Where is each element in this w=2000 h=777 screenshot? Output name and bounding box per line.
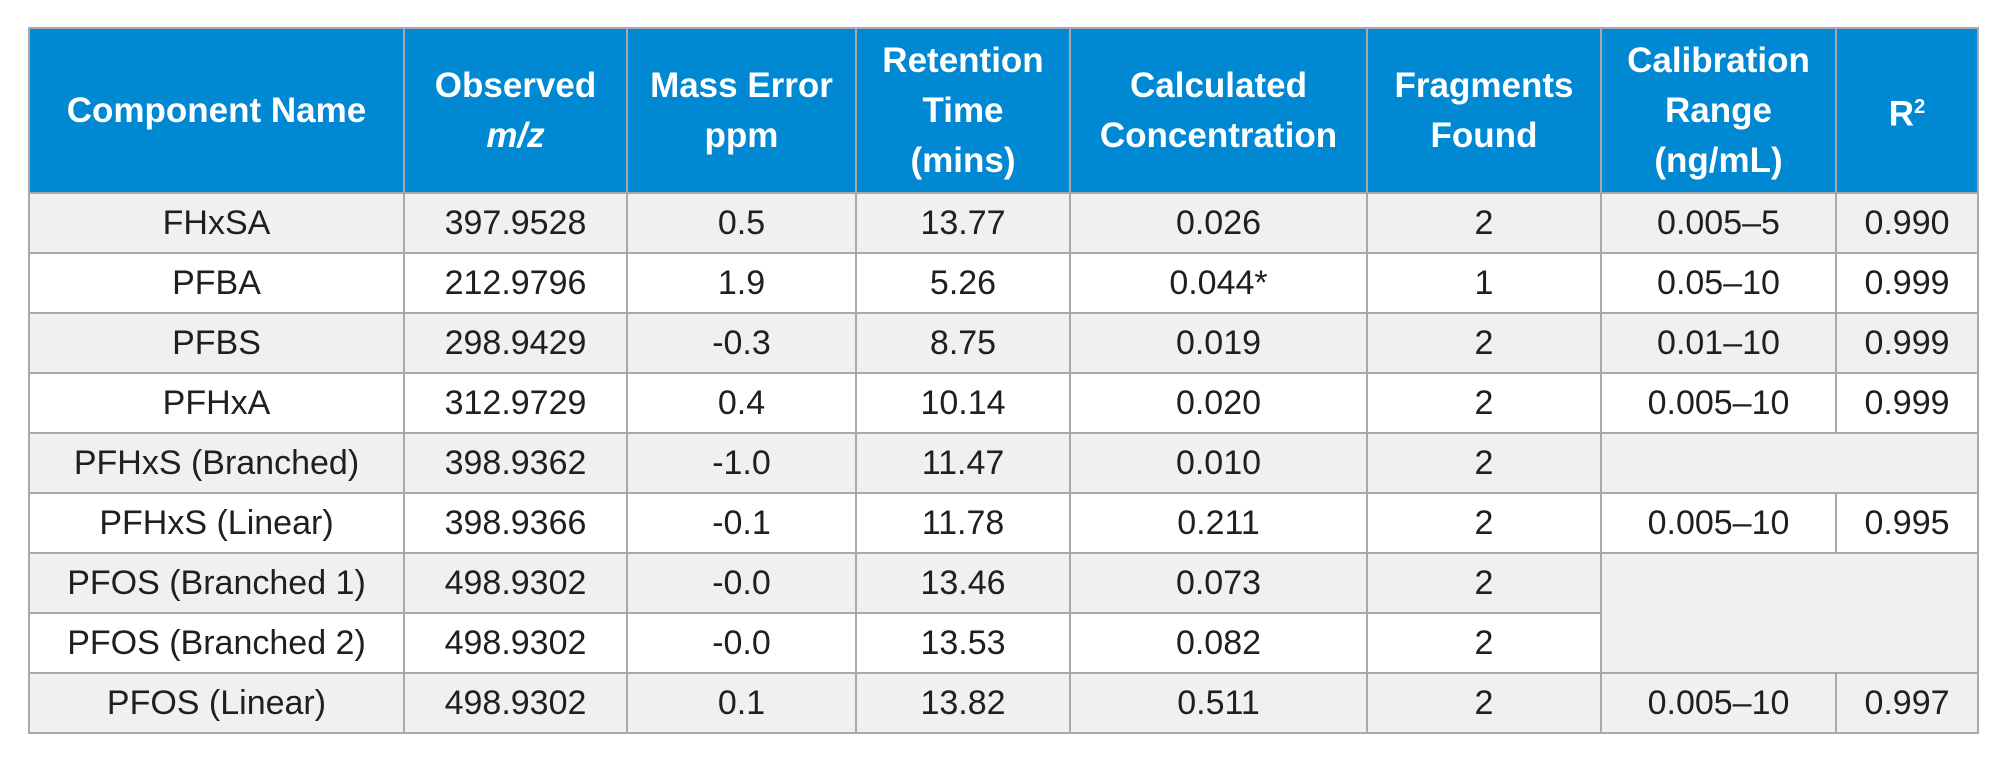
cell-component-name: PFHxS (Linear): [28, 492, 405, 554]
cell-calibration-range: 0.005–10: [1600, 372, 1837, 434]
cell-concentration: 0.073: [1069, 552, 1368, 614]
cell-observed-mz: 398.9362: [403, 432, 628, 494]
cell-retention-time: 8.75: [855, 312, 1071, 374]
header-component-name: Component Name: [28, 27, 405, 194]
table-row: PFOS (Linear) 498.9302 0.1 13.82 0.511 2…: [28, 672, 1979, 734]
cell-component-name: PFOS (Linear): [28, 672, 405, 734]
cell-r-squared: 0.997: [1835, 672, 1979, 734]
cell-empty-calibration: [1600, 552, 1979, 674]
header-fragments-found: Fragments Found: [1366, 27, 1602, 194]
cell-retention-time: 11.47: [855, 432, 1071, 494]
cell-observed-mz: 398.9366: [403, 492, 628, 554]
cell-fragments: 2: [1366, 372, 1602, 434]
header-calibration-range: Calibration Range (ng/mL): [1600, 27, 1837, 194]
table-row: PFHxS (Linear) 398.9366 -0.1 11.78 0.211…: [28, 492, 1979, 554]
cell-empty-calibration: [1600, 432, 1979, 494]
cell-concentration: 0.026: [1069, 192, 1368, 254]
header-mass-error: Mass Error ppm: [626, 27, 857, 194]
cell-mass-error: -1.0: [626, 432, 857, 494]
cell-concentration: 0.010: [1069, 432, 1368, 494]
cell-retention-time: 13.82: [855, 672, 1071, 734]
results-table: Component Name Observed m/z Mass Error ppm…: [28, 27, 1979, 734]
cell-observed-mz: 498.9302: [403, 612, 628, 674]
cell-r-squared: 0.999: [1835, 312, 1979, 374]
cell-mass-error: -0.1: [626, 492, 857, 554]
cell-fragments: 2: [1366, 432, 1602, 494]
cell-retention-time: 11.78: [855, 492, 1071, 554]
header-observed-mz: Observed m/z: [403, 27, 628, 194]
header-retention-time: Retention Time (mins): [855, 27, 1071, 194]
table-row: PFBS 298.9429 -0.3 8.75 0.019 2 0.01–10 …: [28, 312, 1979, 374]
cell-concentration: 0.082: [1069, 612, 1368, 674]
cell-retention-time: 13.77: [855, 192, 1071, 254]
cell-concentration: 0.511: [1069, 672, 1368, 734]
cell-calibration-range: 0.005–10: [1600, 492, 1837, 554]
cell-concentration: 0.044*: [1069, 252, 1368, 314]
header-row: Component Name Observed m/z Mass Error ppm…: [28, 27, 1979, 194]
results-table-container: Component Name Observed m/z Mass Error ppm…: [28, 27, 1979, 734]
header-calculated-concentration: Calculated Concentration: [1069, 27, 1368, 194]
cell-fragments: 2: [1366, 552, 1602, 614]
cell-component-name: PFBS: [28, 312, 405, 374]
cell-fragments: 2: [1366, 492, 1602, 554]
cell-r-squared: 0.999: [1835, 252, 1979, 314]
table-row: PFBA 212.9796 1.9 5.26 0.044* 1 0.05–10 …: [28, 252, 1979, 314]
cell-concentration: 0.019: [1069, 312, 1368, 374]
cell-mass-error: 0.4: [626, 372, 857, 434]
cell-concentration: 0.020: [1069, 372, 1368, 434]
cell-mass-error: 0.5: [626, 192, 857, 254]
cell-fragments: 2: [1366, 192, 1602, 254]
cell-mass-error: 1.9: [626, 252, 857, 314]
cell-component-name: PFHxA: [28, 372, 405, 434]
cell-calibration-range: 0.05–10: [1600, 252, 1837, 314]
cell-mass-error: -0.0: [626, 552, 857, 614]
cell-observed-mz: 397.9528: [403, 192, 628, 254]
cell-r-squared: 0.995: [1835, 492, 1979, 554]
cell-fragments: 2: [1366, 612, 1602, 674]
cell-observed-mz: 298.9429: [403, 312, 628, 374]
cell-r-squared: 0.990: [1835, 192, 1979, 254]
table-row: PFOS (Branched 2) 498.9302 -0.0 13.53 0.…: [28, 612, 1978, 674]
cell-mass-error: -0.3: [626, 312, 857, 374]
cell-observed-mz: 312.9729: [403, 372, 628, 434]
cell-r-squared: 0.999: [1835, 372, 1979, 434]
cell-fragments: 2: [1366, 672, 1602, 734]
cell-fragments: 2: [1366, 312, 1602, 374]
cell-component-name: PFOS (Branched 1): [28, 552, 405, 614]
cell-retention-time: 5.26: [855, 252, 1071, 314]
table-row: PFHxA 312.9729 0.4 10.14 0.020 2 0.005–1…: [28, 372, 1979, 434]
cell-retention-time: 13.46: [855, 552, 1071, 614]
cell-mass-error: -0.0: [626, 612, 857, 674]
cell-component-name: PFBA: [28, 252, 405, 314]
cell-observed-mz: 212.9796: [403, 252, 628, 314]
cell-calibration-range: 0.005–5: [1600, 192, 1837, 254]
header-r-squared: R2: [1835, 27, 1979, 194]
cell-observed-mz: 498.9302: [403, 672, 628, 734]
cell-retention-time: 10.14: [855, 372, 1071, 434]
cell-retention-time: 13.53: [855, 612, 1071, 674]
table-row: FHxSA 397.9528 0.5 13.77 0.026 2 0.005–5…: [28, 192, 1979, 254]
table-row: PFOS (Branched 1) 498.9302 -0.0 13.46 0.…: [28, 552, 1979, 674]
cell-component-name: FHxSA: [28, 192, 405, 254]
cell-calibration-range: 0.005–10: [1600, 672, 1837, 734]
table-row: PFHxS (Branched) 398.9362 -1.0 11.47 0.0…: [28, 432, 1979, 494]
cell-mass-error: 0.1: [626, 672, 857, 734]
cell-concentration: 0.211: [1069, 492, 1368, 554]
cell-component-name: PFHxS (Branched): [28, 432, 405, 494]
cell-calibration-range: 0.01–10: [1600, 312, 1837, 374]
cell-observed-mz: 498.9302: [403, 552, 628, 614]
cell-fragments: 1: [1366, 252, 1602, 314]
cell-component-name: PFOS (Branched 2): [28, 612, 405, 674]
